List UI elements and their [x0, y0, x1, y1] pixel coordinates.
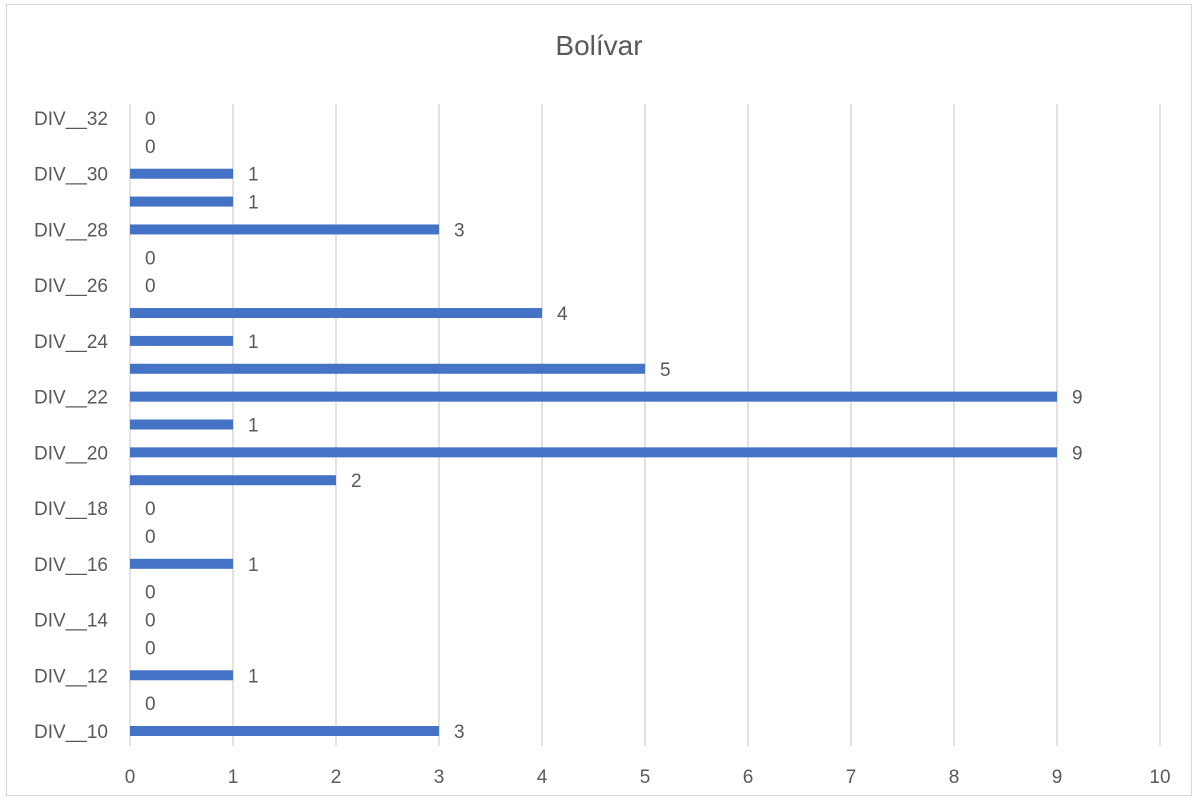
- y-tick-label: DIV__12: [34, 666, 108, 687]
- data-label: 3: [454, 722, 465, 743]
- x-tick-label: 0: [125, 767, 136, 788]
- data-label: 0: [145, 137, 156, 158]
- data-label: 1: [248, 416, 259, 437]
- data-label: 0: [145, 611, 156, 632]
- bar: [130, 670, 233, 681]
- x-tick-label: 1: [228, 767, 239, 788]
- data-label: 0: [145, 583, 156, 604]
- gridlines: [129, 104, 1161, 746]
- y-tick-label: DIV__18: [34, 499, 108, 520]
- bar: [130, 168, 233, 179]
- y-tick-label: DIV__26: [34, 276, 108, 297]
- y-tick-label: DIV__24: [34, 332, 108, 353]
- data-label: 0: [145, 248, 156, 269]
- bar: [130, 196, 233, 207]
- data-label: 4: [557, 304, 568, 325]
- data-label: 0: [145, 276, 156, 297]
- data-label: 1: [248, 165, 259, 186]
- x-tick-label: 6: [743, 767, 754, 788]
- bar: [130, 335, 233, 346]
- data-label: 5: [660, 360, 671, 381]
- x-tick-label: 9: [1052, 767, 1063, 788]
- x-tick-label: 8: [949, 767, 960, 788]
- chart-title: Bolívar: [555, 30, 643, 61]
- y-tick-label: DIV__28: [34, 220, 108, 241]
- bar: [130, 419, 233, 430]
- data-label: 0: [145, 499, 156, 520]
- data-label: 0: [145, 638, 156, 659]
- data-label: 1: [248, 666, 259, 687]
- y-tick-label: DIV__22: [34, 388, 108, 409]
- x-tick-label: 3: [434, 767, 445, 788]
- data-label: 0: [145, 527, 156, 548]
- bar: [130, 475, 336, 486]
- x-tick-label: 4: [537, 767, 548, 788]
- data-label: 0: [145, 109, 156, 130]
- x-tick-label: 7: [846, 767, 857, 788]
- value-axis-labels: 0 1 2 3 4 5 6 7 8 9 10: [125, 767, 1171, 788]
- bar: [130, 391, 1057, 402]
- data-label: 1: [248, 332, 259, 353]
- y-tick-label: DIV__30: [34, 165, 108, 186]
- category-axis-labels: DIV__10 DIV__12 DIV__14 DIV__16 DIV__18 DIV__…: [34, 109, 108, 743]
- y-tick-label: DIV__32: [34, 109, 108, 130]
- data-label: 1: [248, 193, 259, 214]
- bar: [130, 363, 645, 374]
- bars: [130, 168, 1057, 736]
- y-tick-label: DIV__16: [34, 555, 108, 576]
- x-tick-label: 5: [640, 767, 651, 788]
- data-labels: 3 0 1 0 0 0 1 0 0 2 9 1 9 5 1 4 0 0 3 1 1 0 0: [145, 109, 1083, 743]
- data-label: 9: [1072, 443, 1083, 464]
- data-label: 1: [248, 555, 259, 576]
- data-label: 9: [1072, 388, 1083, 409]
- bar: [130, 308, 542, 319]
- y-tick-label: DIV__20: [34, 443, 108, 464]
- data-label: 3: [454, 220, 465, 241]
- data-label: 2: [351, 471, 362, 492]
- y-tick-label: DIV__10: [34, 722, 108, 743]
- x-tick-label: 10: [1149, 767, 1170, 788]
- y-tick-label: DIV__14: [34, 611, 108, 632]
- data-label: 0: [145, 694, 156, 715]
- x-tick-label: 2: [331, 767, 342, 788]
- bar: [130, 558, 233, 569]
- bar: [130, 224, 439, 235]
- bar: [130, 726, 439, 736]
- bar: [130, 447, 1057, 458]
